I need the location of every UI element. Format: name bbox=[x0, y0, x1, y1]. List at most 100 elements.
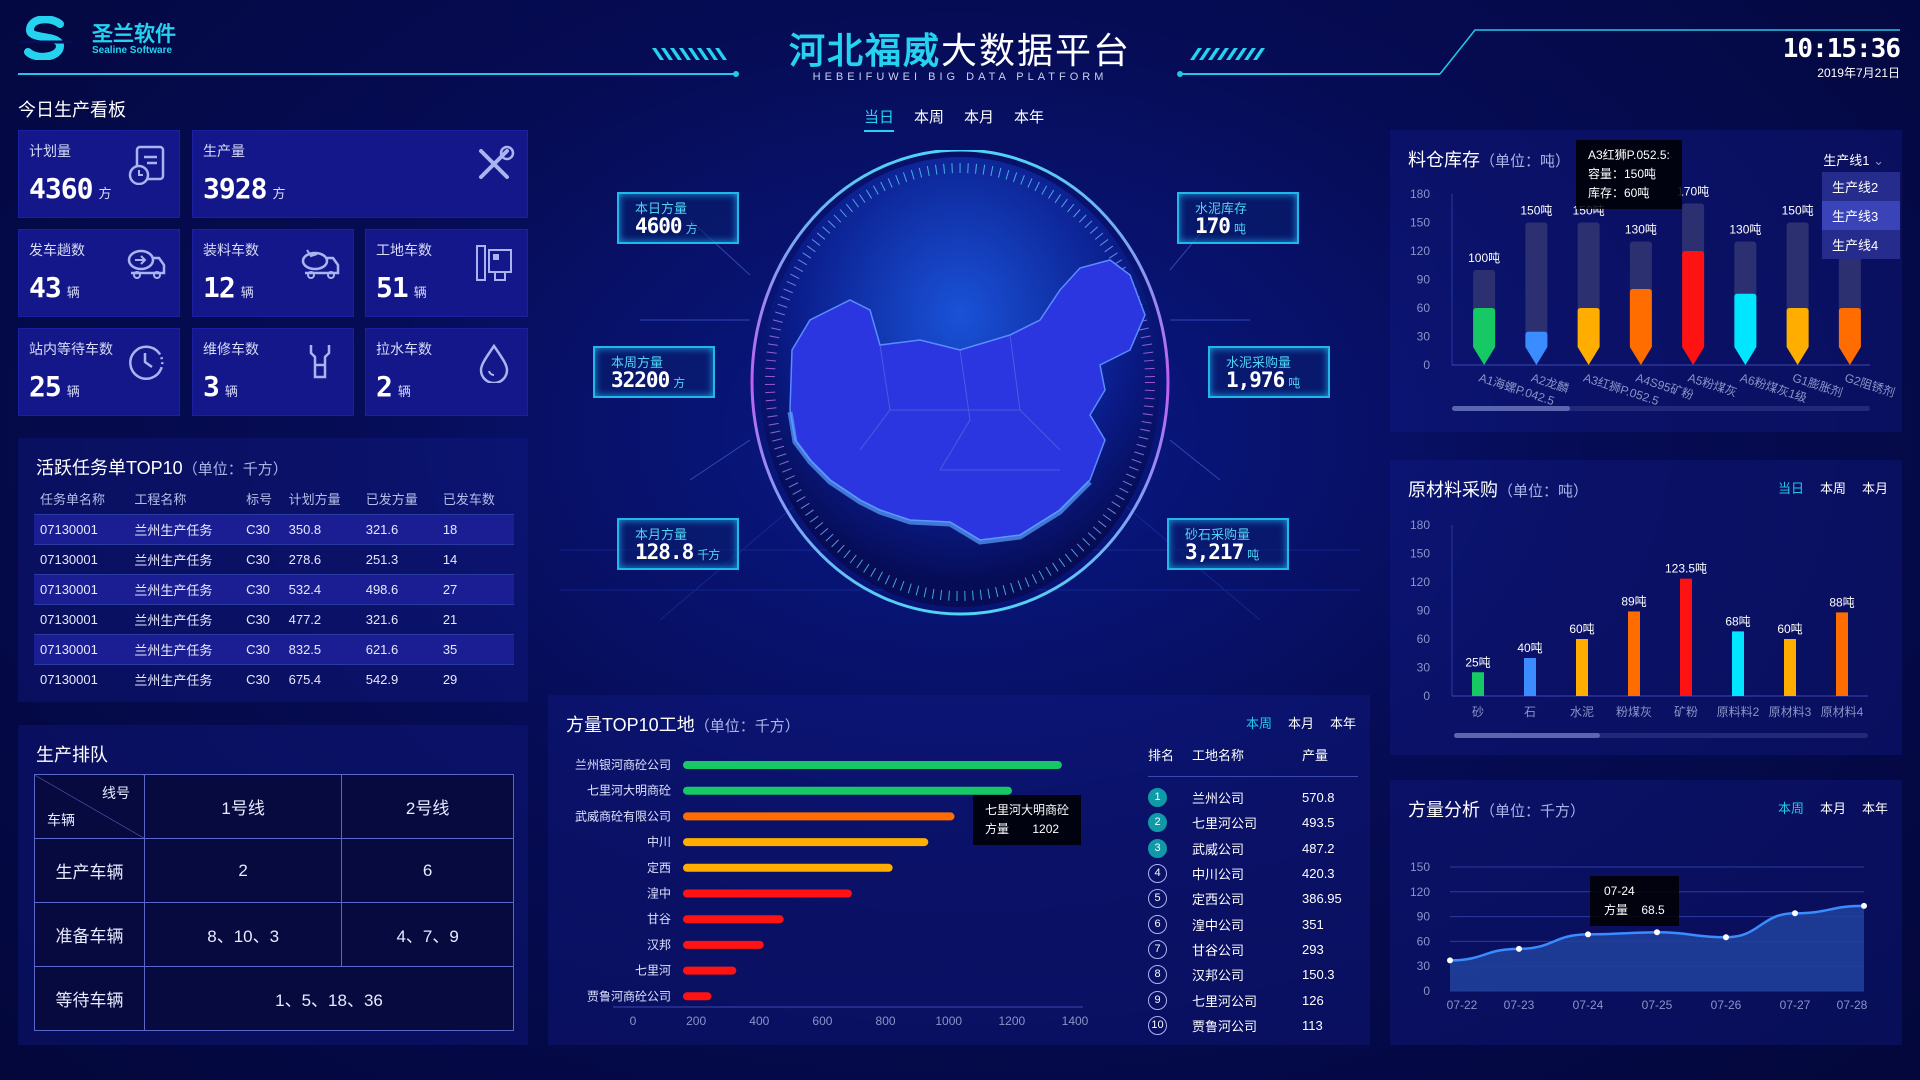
ranking-column: 排名 bbox=[1148, 748, 1175, 763]
dropdown-option[interactable]: 生产线2 bbox=[1832, 180, 1879, 195]
table-cell: 07130001 bbox=[34, 603, 129, 634]
table-cell: 07130001 bbox=[34, 663, 129, 694]
tab-today[interactable]: 当日 bbox=[864, 106, 895, 132]
ranking-row[interactable]: 4 中川公司 420.3 bbox=[1148, 861, 1358, 886]
info-label: 砂石采购量 bbox=[1185, 527, 1251, 542]
globe-info-box: 本月方量 128.8 千方 bbox=[617, 518, 739, 570]
hatch-decor bbox=[1244, 48, 1256, 60]
stat-card: 工地车数 51 辆 bbox=[365, 229, 528, 317]
x-tick-label: 07-25 bbox=[1642, 998, 1673, 1012]
stat-label: 站内等待车数 bbox=[29, 341, 113, 357]
stat-value: 12 辆 bbox=[203, 271, 254, 304]
inventory-title-text: 料仓库存 bbox=[1408, 150, 1480, 170]
ranking-row[interactable]: 8 汉邦公司 150.3 bbox=[1148, 962, 1358, 987]
ranking-row[interactable]: 9 七里河公司 126 bbox=[1148, 987, 1358, 1012]
data-point bbox=[1792, 910, 1798, 917]
x-tick-label: 07-23 bbox=[1504, 998, 1535, 1012]
info-number: 3,217 bbox=[1185, 540, 1244, 564]
stat-card: 拉水车数 2 辆 bbox=[365, 328, 528, 416]
queue-title: 生产排队 bbox=[36, 745, 108, 765]
table-row[interactable]: 07130001 兰州生产任务 C30 278.6 251.3 14 bbox=[34, 543, 514, 574]
dropdown-option[interactable]: 生产线4 bbox=[1832, 238, 1879, 253]
site-name: 兰州公司 bbox=[1192, 791, 1245, 807]
site-name: 贾鲁河公司 bbox=[1192, 1018, 1258, 1034]
volume-tabs: 本周 本月 本年 bbox=[1778, 798, 1888, 817]
tab-month[interactable]: 本月 bbox=[964, 109, 995, 126]
capacity-label: 150吨 bbox=[1782, 204, 1814, 218]
info-value: 4600 方 bbox=[635, 214, 698, 238]
capacity-label: 150吨 bbox=[1520, 204, 1552, 218]
hatch-decor bbox=[1190, 48, 1202, 60]
stat-card: 维修车数 3 辆 bbox=[192, 328, 354, 416]
title-main: 大数据平台 bbox=[941, 30, 1132, 71]
ranking-row[interactable]: 1 兰州公司 570.8 bbox=[1148, 785, 1358, 810]
tab-today[interactable]: 当日 bbox=[1777, 481, 1804, 496]
task-unit: （单位：千方） bbox=[182, 461, 288, 478]
site-name: 武威公司 bbox=[1192, 841, 1245, 857]
site-name: 七里河公司 bbox=[1192, 993, 1258, 1009]
tools-icon bbox=[479, 145, 515, 179]
tab-week[interactable]: 本周 bbox=[1777, 801, 1804, 816]
table-row[interactable]: 07130001 兰州生产任务 C30 350.8 321.6 18 bbox=[34, 513, 514, 544]
y-tick-label: 120 bbox=[1410, 575, 1430, 589]
tab-month[interactable]: 本月 bbox=[1287, 716, 1314, 731]
corner-top: 线号 bbox=[102, 785, 130, 801]
ranking-row[interactable]: 3 武威公司 487.2 bbox=[1148, 836, 1358, 861]
scrollbar-thumb[interactable] bbox=[1454, 733, 1600, 738]
x-category-label: 石 bbox=[1524, 705, 1536, 719]
hatch-decor bbox=[697, 48, 709, 60]
bar bbox=[683, 966, 737, 975]
scrollbar-thumb[interactable] bbox=[1452, 406, 1570, 411]
bar-value-label: 89吨 bbox=[1621, 594, 1646, 608]
capacity-bar bbox=[1525, 222, 1548, 347]
stat-number: 51 bbox=[376, 271, 409, 304]
stock-bar bbox=[1838, 308, 1861, 365]
bar-category-label: 定西 bbox=[647, 860, 671, 875]
bar bbox=[683, 992, 712, 1001]
stat-unit: 方 bbox=[272, 186, 285, 201]
tab-year[interactable]: 本年 bbox=[1014, 109, 1045, 126]
ranking-row[interactable]: 5 定西公司 386.95 bbox=[1148, 886, 1358, 911]
tab-week[interactable]: 本周 bbox=[1819, 481, 1846, 496]
y-tick-label: 0 bbox=[1423, 689, 1430, 703]
ranking-row[interactable]: 6 湟中公司 351 bbox=[1148, 911, 1358, 936]
stat-label: 发车趟数 bbox=[29, 242, 85, 258]
stock-bar bbox=[1734, 293, 1757, 365]
column-header: 已发车数 bbox=[442, 492, 495, 508]
tab-year[interactable]: 本年 bbox=[1861, 801, 1888, 816]
tab-month[interactable]: 本月 bbox=[1819, 801, 1846, 816]
stat-number: 12 bbox=[203, 271, 236, 304]
logo-text-en: Sealine Software bbox=[92, 45, 173, 56]
stat-label: 拉水车数 bbox=[376, 341, 432, 357]
bar-category-label: 中川 bbox=[647, 834, 671, 849]
table-row[interactable]: 07130001 兰州生产任务 C30 675.4 542.9 29 bbox=[34, 663, 514, 694]
volume-title: 方量分析（单位：千方） bbox=[1408, 796, 1585, 822]
site-output: 293 bbox=[1302, 941, 1324, 957]
tab-week[interactable]: 本周 bbox=[1245, 716, 1272, 731]
top10-panel: 方量TOP10工地（单位：千方） 本周 本月 本年 0 200 400 600 800 100… bbox=[548, 695, 1370, 1045]
x-tick-label: 1200 bbox=[999, 1014, 1026, 1028]
site-output: 570.8 bbox=[1302, 790, 1335, 806]
stat-label: 维修车数 bbox=[203, 341, 259, 357]
ranking-row[interactable]: 7 甘谷公司 293 bbox=[1148, 937, 1358, 962]
y-tick-label: 0 bbox=[1423, 984, 1430, 998]
ranking-row[interactable]: 2 七里河公司 493.5 bbox=[1148, 810, 1358, 835]
table-cell: 07130001 bbox=[34, 573, 129, 604]
table-row[interactable]: 07130001 兰州生产任务 C30 477.2 321.6 21 bbox=[34, 603, 514, 634]
table-row[interactable]: 07130001 兰州生产任务 C30 532.4 498.6 27 bbox=[34, 573, 514, 604]
top10-title-text: 方量TOP10工地 bbox=[566, 715, 695, 735]
tab-year[interactable]: 本年 bbox=[1329, 716, 1356, 731]
task-panel: 活跃任务单TOP10（单位：千方） 任务单名称 工程名称 标号 计划方量 已发方量 已发车… bbox=[18, 438, 528, 702]
x-category-label: 砂 bbox=[1472, 705, 1484, 719]
table-cell: C30 bbox=[240, 663, 283, 694]
tab-week[interactable]: 本周 bbox=[914, 109, 945, 126]
inventory-chart: 0306090120150180100吨A1海螺P.042.5150吨A2龙麟1… bbox=[1410, 185, 1897, 411]
volume-area-chart: 0 30 60 90 120 150 07-22 07-23 07-24 07-25 07-26 07… bbox=[1410, 860, 1868, 1012]
tab-month[interactable]: 本月 bbox=[1861, 481, 1888, 496]
inventory-title: 料仓库存（单位：吨） bbox=[1408, 146, 1570, 172]
ranking-row[interactable]: 10 贾鲁河公司 113 bbox=[1148, 1013, 1358, 1038]
line-dropdown[interactable]: 生产线1 ⌄ bbox=[1823, 150, 1884, 169]
table-cell: 35 bbox=[436, 633, 514, 664]
table-row[interactable]: 07130001 兰州生产任务 C30 832.5 621.6 35 bbox=[34, 633, 514, 664]
dropdown-option[interactable]: 生产线3 bbox=[1822, 201, 1900, 230]
